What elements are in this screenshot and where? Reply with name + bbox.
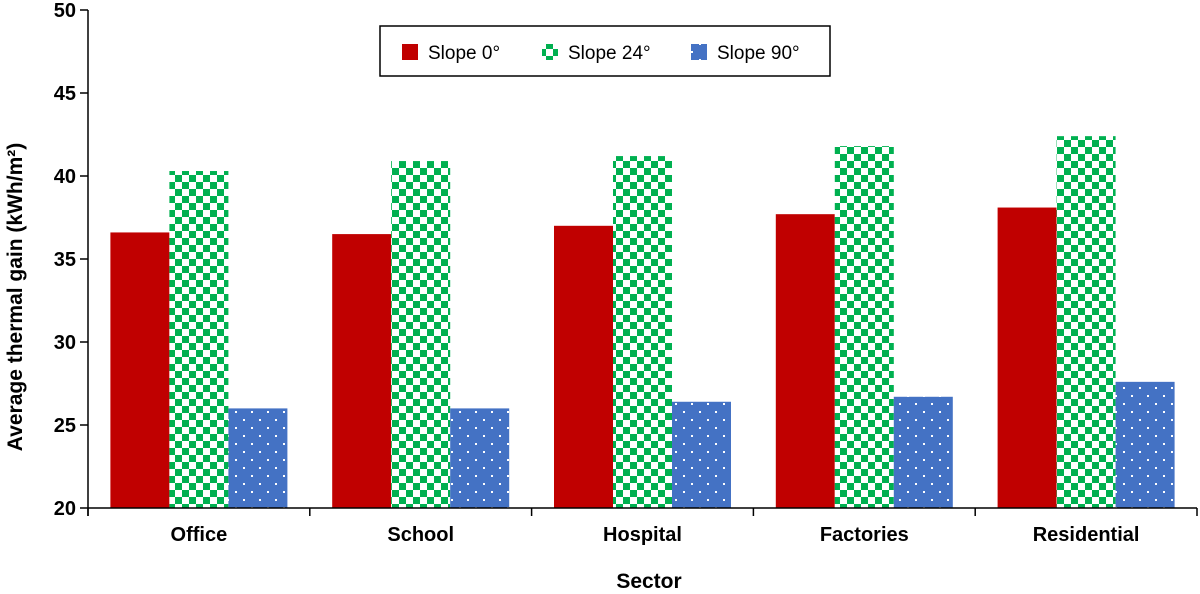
bar-hospital-series-3 (672, 401, 731, 508)
y-tick-label: 40 (54, 166, 76, 188)
bar-residential-series-3 (1115, 381, 1175, 508)
y-tick-label: 20 (54, 498, 76, 520)
legend-label-series-2: Slope 24° (568, 43, 651, 64)
bar-factories-series-3 (893, 396, 953, 508)
bar-factories-series-2 (834, 146, 894, 508)
legend-swatch-series-1 (402, 44, 418, 60)
bar-office-series-2 (169, 171, 229, 508)
bars-group (110, 136, 1175, 509)
legend-box (379, 25, 831, 77)
legend-label-series-3: Slope 90° (717, 43, 800, 64)
bar-office-series-1 (110, 232, 170, 508)
bar-office-series-3 (228, 408, 288, 508)
bar-residential-series-1 (997, 207, 1057, 509)
legend-swatch-series-2 (542, 44, 558, 60)
bar-school-series-1 (332, 234, 392, 508)
bar-hospital-series-2 (613, 156, 672, 508)
x-axis-title: Sector (616, 570, 681, 593)
axes-group: Office School Hospital Factories Residential… (54, 0, 1198, 546)
y-tick-label: 50 (54, 0, 76, 22)
bar-residential-series-2 (1056, 136, 1116, 508)
legend: Slope 0° Slope 24° Slope 90° (379, 25, 831, 77)
x-tick-label: School (387, 524, 454, 546)
x-tick-label: Factories (820, 524, 909, 546)
legend-swatch-series-3 (691, 44, 707, 60)
x-tick-label: Hospital (603, 524, 682, 546)
x-tick-label: Residential (1033, 524, 1140, 546)
bar-hospital-series-1 (554, 225, 613, 509)
y-tick-label: 30 (54, 332, 76, 354)
bar-school-series-2 (391, 161, 451, 508)
x-tick-label: Office (171, 524, 228, 546)
y-axis-title: Average thermal gain (kWh/m²) (4, 143, 27, 451)
bar-factories-series-1 (775, 214, 835, 508)
y-tick-label: 45 (54, 83, 76, 105)
y-tick-label: 35 (54, 249, 76, 271)
legend-label-series-1: Slope 0° (428, 43, 500, 64)
bar-school-series-3 (450, 408, 510, 508)
y-tick-label: 25 (54, 415, 76, 437)
